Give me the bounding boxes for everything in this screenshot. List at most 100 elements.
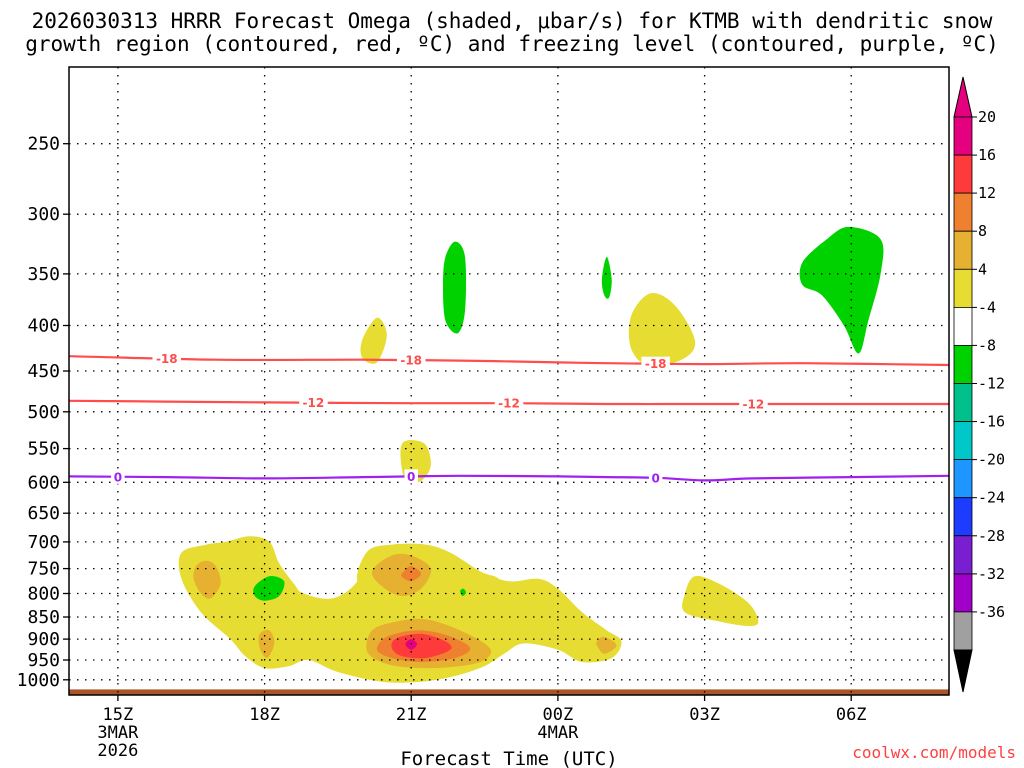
omega-region-plus4-5 [360, 317, 387, 364]
y-tick-label-850: 850 [27, 607, 60, 628]
contour-label-bg [494, 396, 524, 411]
x-axis-title: Forecast Time (UTC) [400, 748, 617, 768]
colorbar-bin--28-to--24 [953, 535, 973, 575]
colorbar-label-minus28: -28 [978, 527, 1005, 545]
colorbar-bin--24-to--20 [953, 497, 973, 537]
colorbar-label-16: 16 [978, 146, 996, 164]
grid-lines [69, 67, 949, 695]
credit-text: coolwx.com/models [852, 743, 1016, 762]
contour-label-minus12-1: -12 [498, 397, 520, 411]
omega-shading-layer [178, 226, 884, 683]
colorbar-label-minus8: -8 [978, 336, 996, 354]
y-tick-label-650: 650 [27, 503, 60, 524]
chart-title-line-1: 2026030313 HRRR Forecast Omega (shaded, … [32, 9, 993, 33]
omega-region-plus8-6 [193, 560, 221, 599]
contour-label-bg [739, 397, 768, 411]
y-tick-label-600: 600 [27, 472, 60, 493]
contour-label-0-2: 0 [652, 471, 660, 485]
contour-label-minus18-2: -18 [645, 357, 667, 371]
contour-label-minus12-2: -12 [743, 398, 765, 412]
x-tick-label-06Z: 06Z [836, 705, 867, 725]
colorbar-bin--8-to--4 [953, 344, 973, 384]
omega-region-minus4-18 [253, 576, 285, 601]
colorbar-label-20: 20 [978, 108, 996, 126]
colorbar-bin--4-to-4 [953, 306, 973, 346]
y-tick-label-900: 900 [27, 629, 60, 650]
colorbar-bin-4-to-8 [953, 268, 973, 308]
omega-region-plus4-4 [628, 293, 696, 367]
colorbar-label-minus4: -4 [978, 298, 996, 316]
colorbar-bin--36-to--32 [953, 611, 973, 651]
y-tick-label-800: 800 [27, 584, 60, 605]
y-tick-label-400: 400 [27, 316, 60, 337]
x-tick-date-15Z: 3MAR [97, 723, 139, 743]
omega-region-plus4-0 [178, 536, 622, 683]
contour-label-0-1: 0 [407, 470, 415, 484]
contour-label-bg [641, 356, 670, 371]
omega-region-plus8-10 [596, 636, 617, 654]
chart-title-line-2: growth region (contoured, red, ºC) and f… [25, 32, 999, 56]
colorbar-label-minus20: -20 [978, 451, 1005, 469]
x-tick-label-00Z: 00Z [543, 705, 574, 725]
y-tick-label-350: 350 [27, 264, 60, 285]
colorbar-label-4: 4 [978, 260, 987, 278]
colorbar-label-8: 8 [978, 222, 987, 240]
plot-frame [68, 66, 950, 696]
y-tick-label-300: 300 [27, 204, 60, 225]
y-tick-label-750: 750 [27, 559, 60, 580]
contour-label-bg [404, 469, 418, 484]
colorbar-bin--32-to--28 [953, 573, 973, 613]
colorbar-bin-20-to-24 [953, 116, 973, 156]
colorbar-label-minus32: -32 [978, 565, 1005, 583]
y-tick-label-950: 950 [27, 650, 60, 671]
colorbar-label-minus36: -36 [978, 603, 1005, 621]
colorbar-bin-8-to-12 [953, 230, 973, 270]
colorbar-under-triangle [953, 649, 973, 693]
x-tick-year-15Z: 2026 [97, 741, 138, 761]
omega-region-plus16-13 [391, 633, 452, 659]
omega-region-plus4-2 [682, 575, 759, 626]
y-axis: 2503003504004505005506006507007508008509… [17, 134, 69, 691]
colorbar-label-minus12: -12 [978, 375, 1005, 393]
omega-region-plus8-9 [258, 629, 275, 659]
contour-label-bg [397, 353, 426, 368]
colorbar-bin-12-to-16 [953, 192, 973, 232]
omega-region-minus4-15 [443, 241, 467, 334]
colorbar-bin--12-to--8 [953, 383, 973, 422]
x-tick-date-00Z: 4MAR [537, 723, 579, 743]
temperature-contours-layer: -18 -18 -18 -12 -12 -12 0 0 0 [69, 351, 949, 485]
ground-below-surface [69, 689, 949, 695]
colorbar-bin--20-to--16 [953, 459, 973, 499]
contour-label-bg [299, 395, 328, 410]
x-tick-label-03Z: 03Z [689, 705, 720, 725]
contour-label-minus18-0: -18 [156, 352, 178, 366]
colorbar-label-minus16: -16 [978, 413, 1005, 431]
contour-label-0-0: 0 [114, 470, 122, 484]
y-tick-label-700: 700 [27, 532, 60, 553]
colorbar-label-minus24: -24 [978, 489, 1005, 507]
contour-label-bg [111, 469, 125, 484]
contour-label-bg [152, 351, 181, 366]
y-tick-label-1000: 1000 [17, 670, 60, 691]
colorbar-bin-16-to-20 [953, 154, 973, 194]
y-tick-label-450: 450 [27, 361, 60, 382]
omega-region-plus12-12 [401, 565, 421, 582]
omega-region-minus4-19 [460, 588, 467, 597]
omega-region-minus4-16 [601, 256, 612, 299]
colorbar-label-12: 12 [978, 184, 996, 202]
colorbar-legend: 20 16 12 8 4 -4 -8 -12 -16 -20 -24 -28 -32 -36 [953, 76, 1005, 693]
y-tick-label-250: 250 [27, 134, 60, 155]
contour-0C [69, 474, 949, 482]
x-tick-label-18Z: 18Z [249, 705, 280, 725]
x-tick-label-15Z: 15Z [103, 705, 134, 725]
contour-minus18C [69, 355, 949, 367]
contour-label-bg [648, 470, 663, 485]
contour-label-minus12-0: -12 [303, 396, 325, 410]
colorbar-over-triangle [953, 76, 973, 118]
contour-label-minus18-1: -18 [400, 354, 422, 368]
omega-region-minus4-17 [799, 226, 884, 354]
colorbar-bin--16-to--12 [953, 421, 973, 461]
y-tick-label-500: 500 [27, 402, 60, 423]
